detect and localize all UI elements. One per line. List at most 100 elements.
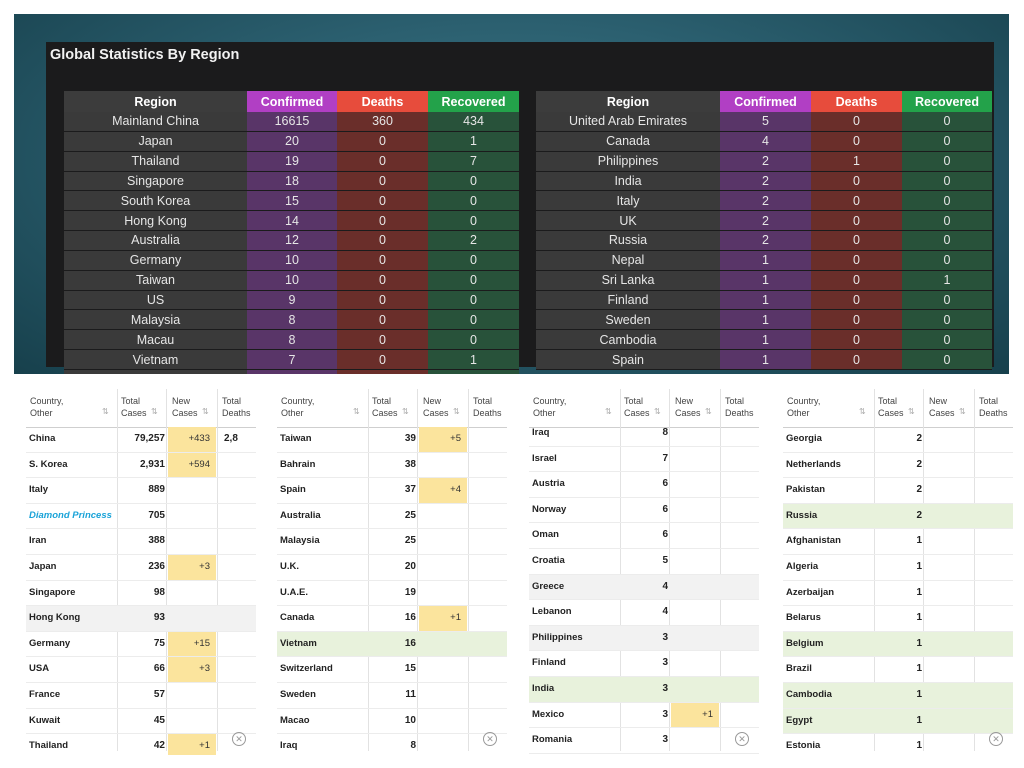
new-cases-header[interactable]: New Cases [172,395,217,419]
total-cases: 8 [410,740,416,752]
confirmed-header[interactable]: Confirmed [720,91,811,112]
region-row: Taiwan 10 0 0 [64,270,519,291]
header-line: Cases [372,408,398,418]
total-cases: 2 [916,509,922,521]
deaths-header[interactable]: Deaths [337,91,428,112]
new-cases-header[interactable]: New Cases [929,395,974,419]
total-deaths-header[interactable]: Total Deaths [725,395,759,419]
sort-icon[interactable]: ⇅ [102,407,109,416]
new-cases [168,606,216,631]
country-name: Norway [532,503,567,515]
table-header: Country, Other Total Cases New Cases Total Deat… [783,385,1013,428]
sort-icon[interactable]: ⇅ [705,407,712,416]
new-cases [925,453,973,478]
recovered-header[interactable]: Recovered [428,91,519,112]
total-deaths-header[interactable]: Total Deaths [222,395,256,419]
deaths-count: 1 [811,151,902,172]
table-row: Greece 4 [529,574,759,601]
country-name: China [29,433,56,444]
confirmed-count: 8 [247,329,337,351]
region-header[interactable]: Region [536,91,720,112]
country-header[interactable]: Country, Other [787,395,867,419]
header-line: Country, [281,396,315,406]
region-row: India 2 0 0 [536,171,992,192]
recovered-count: 0 [428,290,519,311]
new-cases-header[interactable]: New Cases [423,395,468,419]
country-header[interactable]: Country, Other [30,395,110,419]
total-cases: 45 [153,714,165,726]
country-header[interactable]: Country, Other [533,395,613,419]
recovered-count: 0 [902,112,992,132]
country-name: Sweden [280,688,316,700]
table-row: Denmark2 [529,754,759,755]
confirmed-header[interactable]: Confirmed [247,91,337,112]
new-cases-header[interactable]: New Cases [675,395,720,419]
country-name: Iraq [280,740,298,752]
country-name: Taiwan [280,433,312,444]
total-cases: 25 [404,509,416,521]
country-name: Afghanistan [786,535,841,547]
header-line: New [172,396,191,406]
sort-icon[interactable]: ⇅ [453,407,460,416]
sort-icon[interactable]: ⇅ [654,407,661,416]
close-circle-icon[interactable]: ✕ [232,732,246,746]
region-row: Philippines 2 1 0 [536,151,992,172]
total-cases-header[interactable]: Total Cases [121,395,169,419]
country-name: U.K. [280,560,299,572]
sort-icon[interactable]: ⇅ [959,407,966,416]
new-cases [671,754,719,755]
country-name: Lebanon [532,606,572,618]
sort-icon[interactable]: ⇅ [402,407,409,416]
country-name: Kuwait [29,714,61,726]
total-cases: 889 [148,484,165,496]
column-divider [620,389,621,751]
sort-icon[interactable]: ⇅ [151,407,158,416]
dashboard-panel: Global Statistics By Region Region Confi… [14,14,1009,374]
table-row: Singapore 98 [26,581,256,607]
total-deaths: 2,8 [224,433,238,444]
sort-icon[interactable]: ⇅ [605,407,612,416]
region-name: Cambodia [536,329,720,351]
country-name: Romania [532,734,573,746]
table-row: Israel 7 [529,447,759,473]
confirmed-count: 5 [720,112,811,132]
confirmed-count: 10 [247,270,337,291]
region-name: Italy [536,190,720,212]
country-name[interactable]: Diamond Princess [29,509,112,521]
header-line: Deaths [473,408,502,418]
close-circle-icon[interactable]: ✕ [989,732,1003,746]
new-cases: +433 [168,427,216,452]
total-deaths-header[interactable]: Total Deaths [979,395,1013,419]
table-row: Philippines 3 [529,625,759,652]
recovered-header[interactable]: Recovered [902,91,992,112]
close-circle-icon[interactable]: ✕ [483,732,497,746]
total-cases-header[interactable]: Total Cases [878,395,926,419]
total-cases: 11 [405,688,416,700]
total-cases: 1 [916,740,922,752]
new-cases: +5 [419,427,467,452]
region-row: Thailand 19 0 7 [64,151,519,172]
confirmed-count: 19 [247,151,337,172]
country-name: Malaysia [280,535,320,547]
total-deaths-header[interactable]: Total Deaths [473,395,507,419]
close-circle-icon[interactable]: ✕ [735,732,749,746]
region-header[interactable]: Region [64,91,247,112]
confirmed-count: 1 [720,329,811,351]
confirmed-count: 1 [720,250,811,271]
sort-icon[interactable]: ⇅ [202,407,209,416]
deaths-count: 0 [811,290,902,311]
header-line: Total [121,396,141,406]
country-header[interactable]: Country, Other [281,395,361,419]
region-row: Finland 1 0 0 [536,290,992,311]
total-cases-header[interactable]: Total Cases [624,395,672,419]
sort-icon[interactable]: ⇅ [908,407,915,416]
sort-icon[interactable]: ⇅ [353,407,360,416]
total-cases-header[interactable]: Total Cases [372,395,420,419]
deaths-header[interactable]: Deaths [811,91,902,112]
header-line: Total [725,396,745,406]
sort-icon[interactable]: ⇅ [859,407,866,416]
confirmed-count: 8 [247,309,337,331]
region-name: Russia [536,230,720,251]
recovered-count: 0 [902,309,992,331]
confirmed-count: 14 [247,210,337,232]
